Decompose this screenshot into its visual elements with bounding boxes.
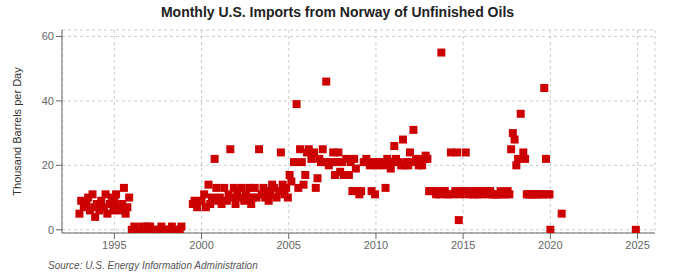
svg-text:2025: 2025 bbox=[625, 239, 649, 251]
svg-text:2000: 2000 bbox=[189, 239, 213, 251]
svg-text:0: 0 bbox=[48, 224, 54, 236]
html-text:Source: U.S. Energy Informatio: Source: U.S. Energy Information Administ… bbox=[48, 260, 258, 271]
svg-text:2005: 2005 bbox=[276, 239, 300, 251]
svg-text:2020: 2020 bbox=[538, 239, 562, 251]
svg-text:2015: 2015 bbox=[451, 239, 475, 251]
svg-text:60: 60 bbox=[42, 30, 54, 42]
svg-text:20: 20 bbox=[42, 159, 54, 171]
html-text:Monthly U.S. Imports from Norw: Monthly U.S. Imports from Norway of Unfi… bbox=[160, 4, 515, 20]
svg-text:Thousand Barrels per Day: Thousand Barrels per Day bbox=[11, 67, 23, 196]
svg-text:40: 40 bbox=[42, 95, 54, 107]
svg-text:2010: 2010 bbox=[364, 239, 388, 251]
svg-text:1995: 1995 bbox=[102, 239, 126, 251]
